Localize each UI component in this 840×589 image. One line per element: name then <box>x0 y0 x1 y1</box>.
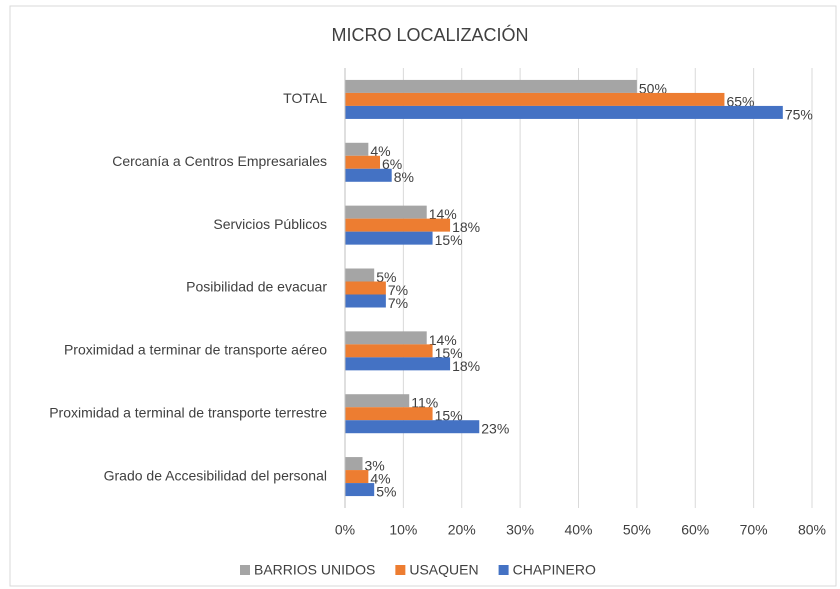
x-tick-label: 40% <box>564 522 592 538</box>
y-tick-label: Grado de Accesibilidad del personal <box>104 467 327 483</box>
data-label: 3% <box>365 458 385 474</box>
y-tick-label: Cercanía a Centros Empresariales <box>112 153 327 169</box>
legend-label: BARRIOS UNIDOS <box>254 562 375 578</box>
chart-title: MICRO LOCALIZACIÓN <box>331 24 528 45</box>
legend-swatch <box>395 565 406 575</box>
x-tick-label: 80% <box>798 522 826 538</box>
x-tick-label: 60% <box>681 522 709 538</box>
data-label: 14% <box>429 332 457 348</box>
bar <box>345 105 783 119</box>
bar <box>345 79 637 93</box>
bar <box>345 420 480 434</box>
bar <box>345 155 381 169</box>
data-label: 4% <box>370 143 390 159</box>
bar <box>345 142 369 156</box>
x-tick-label: 20% <box>448 522 476 538</box>
data-label: 65% <box>726 93 754 109</box>
x-tick-label: 0% <box>335 522 355 538</box>
y-tick-label: Posibilidad de evacuar <box>186 279 327 295</box>
data-label: 23% <box>481 421 509 437</box>
bar <box>345 331 427 345</box>
data-label: 75% <box>785 106 813 122</box>
data-label: 18% <box>452 219 480 235</box>
y-tick-label: Proximidad a terminal de transporte terr… <box>49 404 327 420</box>
x-tick-label: 10% <box>389 522 417 538</box>
data-label: 15% <box>435 345 463 361</box>
bar <box>345 281 386 295</box>
x-tick-label: 70% <box>740 522 768 538</box>
bar <box>345 218 451 232</box>
bar <box>345 92 725 106</box>
bar <box>345 168 392 182</box>
bar <box>345 470 369 484</box>
legend-swatch <box>240 565 250 575</box>
bar <box>345 344 433 358</box>
bar <box>345 457 363 471</box>
x-tick-label: 50% <box>623 522 651 538</box>
bar <box>345 205 427 219</box>
data-label: 6% <box>382 156 402 172</box>
y-tick-label: Servicios Públicos <box>213 216 327 232</box>
data-label: 4% <box>370 471 390 487</box>
legend-label: CHAPINERO <box>513 562 596 578</box>
y-tick-label: TOTAL <box>283 90 327 106</box>
data-label: 8% <box>394 169 414 185</box>
data-label: 18% <box>452 358 480 374</box>
data-label: 15% <box>435 232 463 248</box>
bar <box>345 231 433 245</box>
data-label: 15% <box>435 408 463 424</box>
x-tick-label: 30% <box>506 522 534 538</box>
legend-swatch <box>498 565 509 575</box>
data-label: 5% <box>376 269 396 285</box>
bar <box>345 357 451 371</box>
bar <box>345 407 433 421</box>
data-label: 11% <box>411 395 438 411</box>
data-label: 7% <box>388 282 408 298</box>
data-label: 5% <box>376 484 396 500</box>
legend-label: USAQUEN <box>409 562 478 578</box>
data-label: 14% <box>429 206 457 222</box>
y-tick-label: Proximidad a terminar de transporte aére… <box>64 342 327 358</box>
data-label: 50% <box>639 80 667 96</box>
data-label: 7% <box>388 295 408 311</box>
bar <box>345 268 375 282</box>
bar <box>345 294 386 308</box>
bar <box>345 394 410 408</box>
bar <box>345 483 375 497</box>
